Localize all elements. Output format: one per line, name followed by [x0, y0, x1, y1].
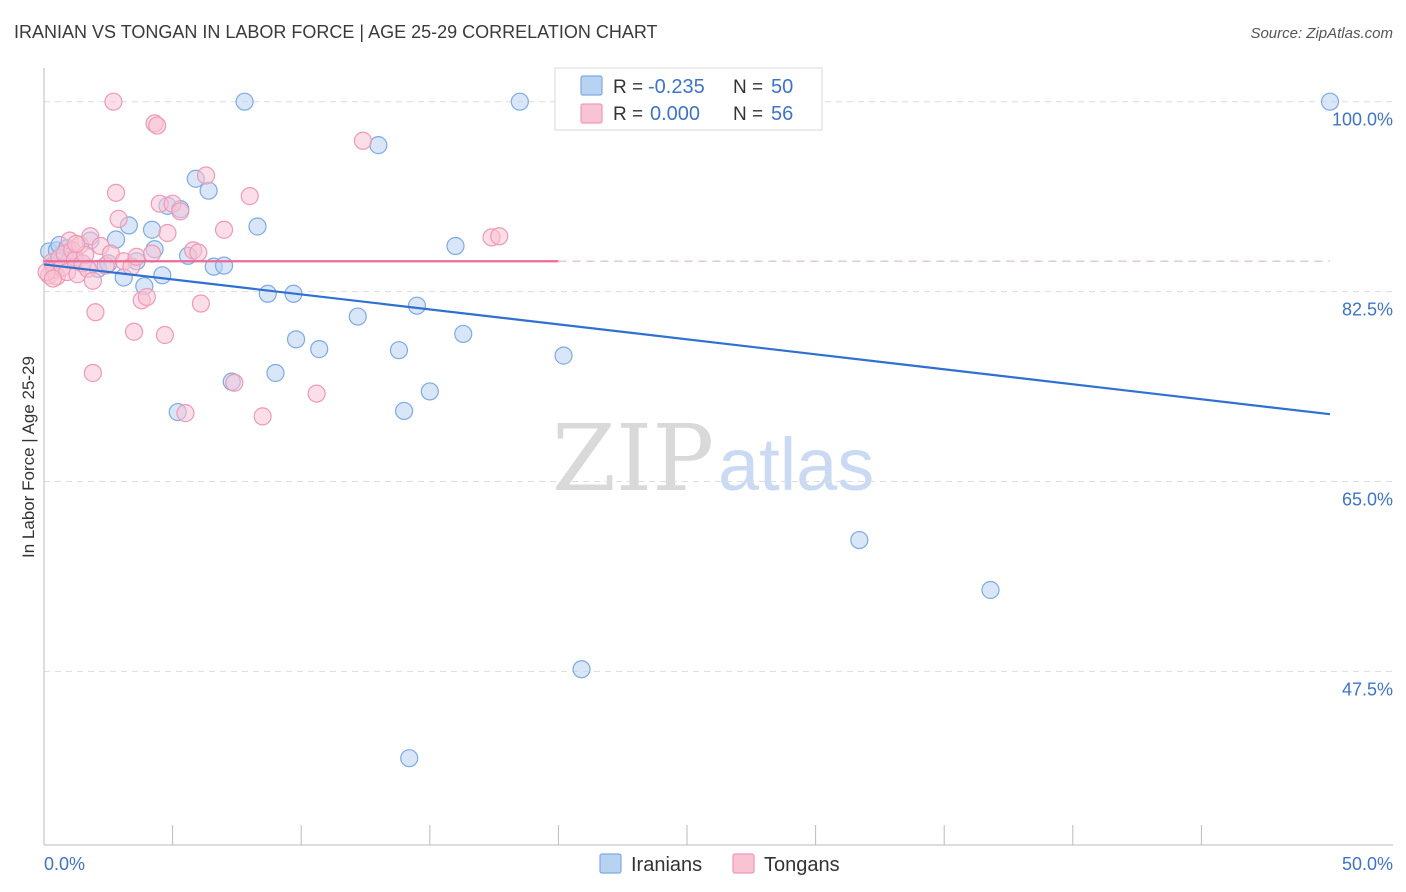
iranian-point: [554, 346, 573, 365]
legend-label-tongans: Tongans: [764, 854, 840, 876]
iranian-point: [142, 220, 162, 239]
iranian-point: [454, 324, 473, 344]
x-tick-label: 50.0%: [1342, 854, 1393, 874]
x-tick-label: 0.0%: [44, 854, 85, 874]
iranian-point: [248, 217, 267, 236]
legend-swatch-tongans: [732, 853, 755, 874]
source-attribution: Source: ZipAtlas.com: [1250, 25, 1393, 42]
iranian-point: [214, 256, 234, 275]
iranian-point: [153, 266, 172, 285]
tongan-point: [104, 92, 123, 111]
iranian-point: [850, 530, 869, 550]
tongan-point: [148, 116, 167, 135]
tongan-point: [253, 407, 272, 426]
watermark-zip-text: ZIP: [552, 405, 714, 512]
iranians-n-label: N =: [733, 77, 763, 98]
tongan-point: [158, 223, 177, 243]
iranian-point: [400, 749, 419, 768]
y-tick-label: 100.0%: [1332, 110, 1393, 130]
tongan-point: [155, 325, 174, 345]
y-axis-tick-labels: 100.0% 82.5% 65.0% 47.5%: [1332, 110, 1393, 700]
tongan-point: [67, 234, 86, 253]
chart-title: IRANIAN VS TONGAN IN LABOR FORCE | AGE 2…: [14, 22, 658, 42]
iranian-point: [1320, 92, 1340, 111]
iranian-point: [394, 401, 414, 421]
tongan-point: [109, 209, 128, 228]
tongan-point: [196, 166, 216, 185]
tongan-point: [353, 131, 373, 150]
tongan-point: [124, 322, 144, 341]
series-legend: Iranians Tongans: [599, 853, 840, 876]
tongan-point: [86, 303, 105, 322]
tongan-point: [137, 287, 156, 307]
iranians-trend-line: [43, 263, 1331, 416]
iranian-point: [199, 181, 218, 200]
trend-lines: [43, 260, 1331, 416]
tongan-point: [83, 363, 102, 383]
tongan-point: [189, 243, 208, 262]
tongans-n-value: 56: [771, 103, 793, 125]
iranian-point: [389, 341, 409, 360]
tongan-point: [225, 373, 244, 392]
iranian-point: [310, 340, 329, 359]
tongans-legend-swatch: [580, 103, 603, 124]
iranian-point: [407, 296, 427, 315]
tongan-point: [142, 244, 162, 263]
iranian-point: [348, 307, 367, 326]
iranians-r-label: R =: [613, 77, 643, 98]
tongan-point: [171, 202, 190, 221]
grid-lines: [44, 101, 1393, 672]
y-tick-label: 47.5%: [1342, 679, 1393, 699]
watermark-atlas-text: atlas: [718, 423, 874, 506]
x-axis-ticks: 0.0% 50.0%: [44, 825, 1393, 874]
tongan-point: [307, 384, 326, 403]
legend-swatch-iranians: [599, 853, 622, 874]
iranian-point: [572, 660, 591, 679]
iranian-point: [266, 363, 285, 383]
legend-label-iranians: Iranians: [631, 854, 702, 876]
iranian-point: [420, 382, 439, 401]
iranian-point: [446, 236, 465, 256]
tongans-r-label: R =: [613, 104, 643, 125]
iranian-point: [286, 330, 306, 349]
iranians-n-value: 50: [771, 76, 793, 98]
tongans-n-label: N =: [733, 104, 763, 125]
tongans-r-value: 0.000: [650, 103, 700, 125]
iranian-point: [235, 92, 254, 111]
stats-legend: R = -0.235 N = 50 R = 0.000 N = 56: [554, 67, 823, 131]
tongan-point: [83, 271, 102, 290]
tongan-point: [176, 404, 195, 423]
tongan-point: [490, 227, 509, 246]
axes: [43, 68, 1393, 846]
scatter-points: [37, 92, 1340, 768]
y-tick-label: 65.0%: [1342, 489, 1393, 509]
iranian-point: [369, 136, 388, 155]
tongan-point: [43, 269, 63, 288]
zipatlas-watermark: ZIP atlas: [552, 405, 874, 512]
iranian-point: [510, 92, 529, 111]
tongan-point: [191, 294, 210, 313]
tongan-point: [127, 247, 146, 266]
iranians-legend-swatch: [580, 75, 603, 96]
tongan-point: [240, 187, 259, 206]
y-axis-title: In Labor Force | Age 25-29: [19, 356, 38, 558]
y-tick-label: 82.5%: [1342, 300, 1393, 320]
iranian-point: [258, 284, 277, 303]
tongan-point: [214, 220, 234, 239]
tongan-point: [106, 183, 126, 202]
iranians-r-value: -0.235: [648, 76, 705, 98]
iranian-point: [981, 580, 1000, 600]
